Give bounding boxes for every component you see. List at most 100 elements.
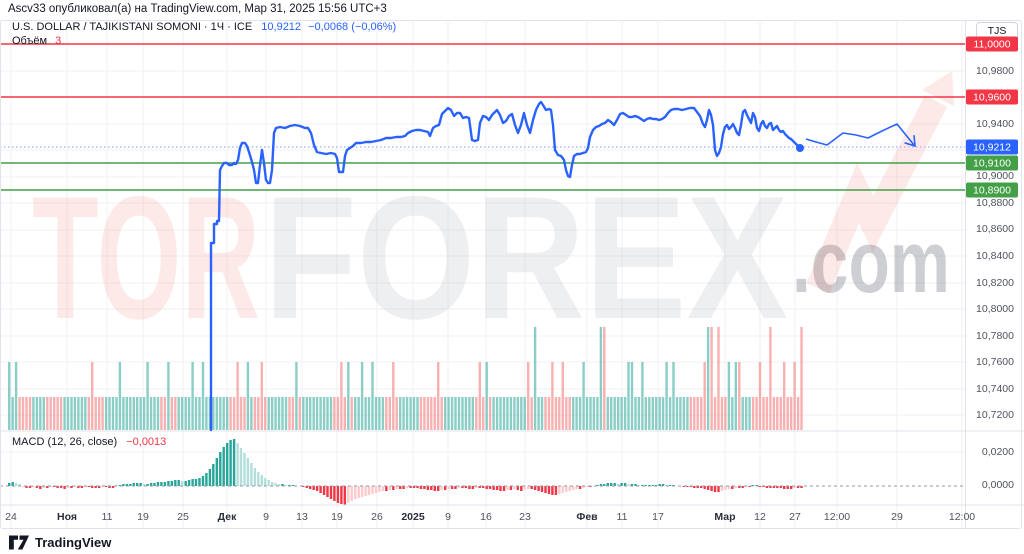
axis-currency-toggle[interactable]: TJS bbox=[976, 22, 1018, 40]
price-line[interactable] bbox=[209, 100, 802, 432]
symbol-legend[interactable]: U.S. DOLLAR / TAJIKISTANI SOMONI · 1Ч · … bbox=[12, 21, 396, 33]
volume-bar bbox=[156, 397, 160, 430]
tradingview-footer[interactable]: TradingView bbox=[8, 534, 111, 551]
macd-bar bbox=[585, 486, 589, 487]
volume-bar bbox=[139, 397, 142, 430]
macd-bar bbox=[149, 483, 153, 486]
macd-bar bbox=[11, 482, 14, 486]
macd-bar bbox=[336, 486, 340, 503]
volume-bar bbox=[783, 362, 786, 430]
time-axis-label: 27 bbox=[789, 511, 801, 523]
macd-bar bbox=[343, 486, 346, 505]
current-price-badge[interactable]: 10,9212 bbox=[966, 139, 1018, 155]
macd-bar bbox=[385, 486, 388, 491]
macd-bar bbox=[25, 486, 28, 488]
volume-bar bbox=[170, 397, 173, 430]
watermark-forex: FOREX bbox=[264, 161, 788, 356]
macd-bar bbox=[582, 486, 585, 488]
volume-bar bbox=[634, 397, 637, 430]
volume-bar bbox=[184, 397, 187, 430]
volume-bar bbox=[367, 397, 371, 430]
macd-legend[interactable]: MACD (12, 26, close) −0,0013 bbox=[12, 436, 166, 448]
macd-bar bbox=[333, 486, 336, 501]
macd-bar bbox=[751, 485, 755, 486]
macd-bar bbox=[177, 480, 180, 486]
volume-bar bbox=[409, 397, 412, 430]
volume-bar bbox=[32, 397, 35, 430]
macd-bar bbox=[63, 486, 66, 489]
volume-legend[interactable]: Объём 3 bbox=[12, 35, 61, 47]
price-axis-label: 10,8200 bbox=[976, 277, 1014, 289]
volume-bar bbox=[648, 397, 651, 430]
macd-bar bbox=[340, 486, 343, 504]
time-axis-label: Дек bbox=[217, 511, 237, 523]
macd-bar bbox=[433, 486, 436, 491]
macd-bar bbox=[447, 486, 450, 489]
time-axis-label: 9 bbox=[445, 511, 451, 523]
volume-bar bbox=[198, 397, 201, 430]
macd-label: MACD (12, 26, close) bbox=[12, 436, 118, 448]
volume-bar bbox=[575, 397, 578, 430]
price-level-badge-red[interactable]: 10,9600 bbox=[966, 89, 1018, 105]
price-level-badge-red[interactable]: 11,0000 bbox=[966, 36, 1018, 52]
volume-bar bbox=[66, 397, 70, 430]
macd-bar bbox=[98, 486, 101, 488]
volume-bar bbox=[80, 397, 84, 430]
volume-bar bbox=[651, 397, 654, 430]
volume-bar bbox=[177, 397, 180, 430]
macd-bar bbox=[575, 486, 578, 489]
volume-bar bbox=[755, 397, 758, 430]
volume-bar bbox=[336, 397, 340, 430]
volume-bar bbox=[160, 397, 163, 430]
time-axis-label: 25 bbox=[177, 511, 189, 523]
time-axis-label: Фев bbox=[576, 511, 598, 523]
time-axis-label: 11 bbox=[616, 511, 628, 523]
macd-bar bbox=[222, 447, 225, 486]
macd-bar bbox=[302, 486, 305, 487]
macd-bar bbox=[364, 486, 367, 496]
volume-bar bbox=[475, 397, 478, 430]
volume-bar bbox=[713, 397, 717, 430]
price-level-badge-green[interactable]: 10,8900 bbox=[966, 182, 1018, 198]
macd-bar bbox=[354, 486, 357, 499]
volume-bar bbox=[212, 397, 215, 430]
volume-bar bbox=[724, 397, 727, 430]
volume-bar bbox=[731, 397, 734, 430]
volume-bar bbox=[77, 397, 80, 430]
macd-bar bbox=[80, 486, 84, 488]
volume-bar bbox=[94, 397, 97, 430]
volume-bar bbox=[561, 362, 564, 430]
volume-bar bbox=[236, 362, 239, 430]
volume-bar bbox=[700, 397, 703, 430]
volume-bar bbox=[751, 397, 755, 430]
macd-bar bbox=[226, 443, 229, 486]
volume-bar bbox=[291, 397, 295, 430]
volume-bar bbox=[260, 362, 263, 430]
time-axis-label: 12 bbox=[754, 511, 766, 523]
macd-bar bbox=[620, 483, 623, 486]
macd-bar bbox=[533, 486, 537, 490]
macd-bar bbox=[322, 486, 326, 495]
volume-bar bbox=[796, 397, 800, 430]
macd-bar bbox=[191, 479, 194, 486]
volume-bar bbox=[758, 362, 762, 430]
volume-bar bbox=[187, 397, 191, 430]
volume-bar bbox=[565, 397, 568, 430]
time-axis-label: 19 bbox=[137, 511, 149, 523]
volume-bar bbox=[765, 397, 769, 430]
volume-bar bbox=[786, 397, 789, 430]
volume-bar bbox=[364, 397, 367, 430]
price-level-badge-green[interactable]: 10,9100 bbox=[966, 155, 1018, 171]
volume-bar bbox=[412, 397, 416, 430]
projection-arrow-line[interactable] bbox=[805, 123, 915, 146]
macd-bar bbox=[132, 483, 135, 486]
macd-bar bbox=[793, 486, 796, 488]
macd-bar bbox=[786, 486, 789, 489]
volume-bar bbox=[572, 397, 575, 430]
volume-bar bbox=[668, 397, 672, 430]
volume-bar bbox=[568, 397, 571, 430]
volume-bar bbox=[641, 362, 644, 430]
volume-bar bbox=[437, 362, 440, 430]
volume-bar bbox=[423, 397, 426, 430]
